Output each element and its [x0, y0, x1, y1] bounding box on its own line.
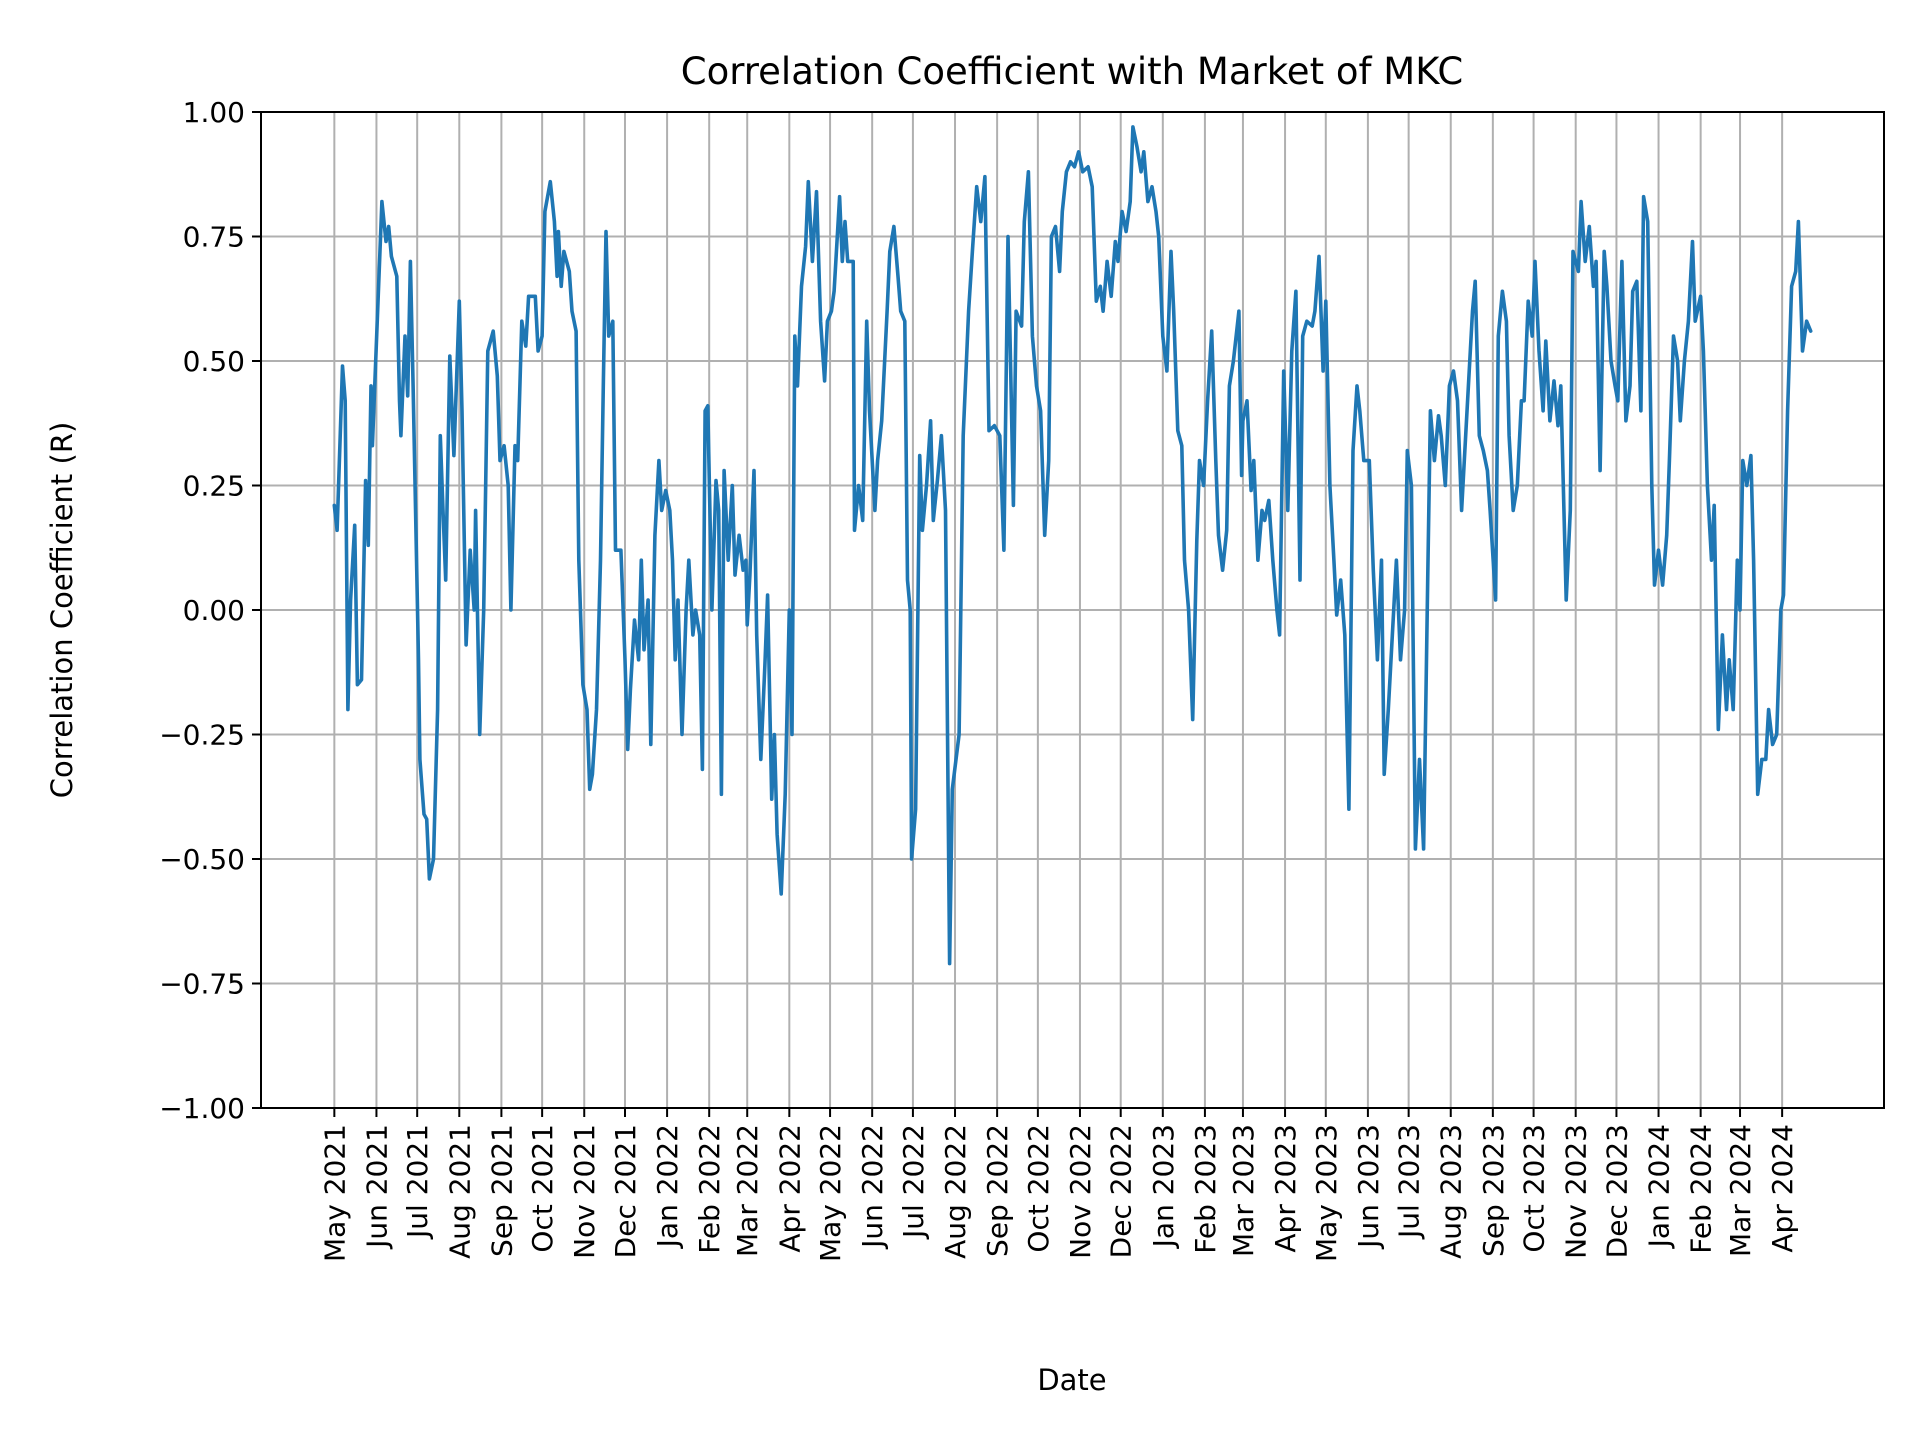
y-axis-label: Correlation Coefficient (R)	[45, 422, 79, 799]
series-group	[332, 125, 1813, 966]
x-tick-label: Apr 2023	[1269, 1124, 1302, 1253]
x-tick-label: Aug 2022	[939, 1124, 972, 1259]
x-axis-label: Date	[1037, 1363, 1106, 1397]
x-tick-label: Dec 2023	[1600, 1124, 1633, 1258]
x-tick-label: Sep 2021	[485, 1124, 518, 1257]
y-tick-label: −0.50	[159, 843, 245, 876]
x-tick-label: Jul 2022	[897, 1124, 930, 1240]
x-tick-label: Sep 2022	[981, 1124, 1014, 1257]
x-tick-label: Feb 2022	[693, 1124, 726, 1254]
x-tick-label: Sep 2023	[1477, 1124, 1510, 1257]
x-tick-label: Apr 2022	[773, 1124, 806, 1253]
x-tick-label: Oct 2022	[1022, 1124, 1055, 1253]
x-tick-label: Oct 2023	[1518, 1124, 1551, 1253]
x-tick-label: Mar 2023	[1227, 1124, 1260, 1257]
x-tick-label: Mar 2024	[1724, 1124, 1757, 1257]
y-axis: −1.00 −0.75 −0.50 −0.25 0.00 0.25 0.50 0.75 1.00	[159, 96, 261, 1125]
x-axis: May 2021 Jun 2021 Jul 2021 Aug 2021 Sep 2021…	[318, 1108, 1799, 1262]
x-tick-label: Jun 2022	[856, 1124, 889, 1250]
x-tick-label: Dec 2021	[609, 1124, 642, 1258]
x-tick-label: Jun 2021	[360, 1124, 393, 1250]
x-tick-label: Nov 2022	[1064, 1124, 1097, 1259]
x-tick-label: Jun 2023	[1352, 1124, 1385, 1250]
y-tick-label: −0.25	[159, 719, 245, 752]
x-tick-label: May 2021	[318, 1124, 351, 1262]
x-tick-label: May 2022	[814, 1124, 847, 1262]
y-tick-label: −1.00	[159, 1092, 245, 1125]
x-tick-label: Nov 2021	[568, 1124, 601, 1259]
correlation-line	[332, 125, 1813, 966]
x-tick-label: Jul 2023	[1393, 1124, 1426, 1240]
x-tick-label: Feb 2023	[1189, 1124, 1222, 1254]
x-tick-label: Aug 2023	[1435, 1124, 1468, 1259]
x-tick-label: Jul 2021	[401, 1124, 434, 1240]
y-tick-label: 0.50	[183, 345, 245, 378]
x-tick-label: Aug 2021	[443, 1124, 476, 1259]
x-tick-label: Nov 2023	[1560, 1124, 1593, 1259]
y-tick-label: 0.00	[183, 594, 245, 627]
x-tick-label: Apr 2024	[1766, 1124, 1799, 1253]
y-tick-label: −0.75	[159, 968, 245, 1001]
x-tick-label: Jan 2023	[1147, 1124, 1180, 1249]
x-tick-label: Oct 2021	[526, 1124, 559, 1253]
x-tick-label: Dec 2022	[1105, 1124, 1138, 1258]
x-tick-label: Feb 2024	[1685, 1124, 1718, 1254]
y-tick-label: 1.00	[183, 96, 245, 129]
x-tick-label: Mar 2022	[731, 1124, 764, 1257]
x-tick-label: Jan 2024	[1643, 1124, 1676, 1249]
y-tick-label: 0.25	[183, 470, 245, 503]
y-tick-label: 0.75	[183, 221, 245, 254]
x-tick-label: Jan 2022	[651, 1124, 684, 1249]
x-tick-label: May 2023	[1310, 1124, 1343, 1262]
chart-title: Correlation Coefficient with Market of M…	[681, 50, 1464, 93]
